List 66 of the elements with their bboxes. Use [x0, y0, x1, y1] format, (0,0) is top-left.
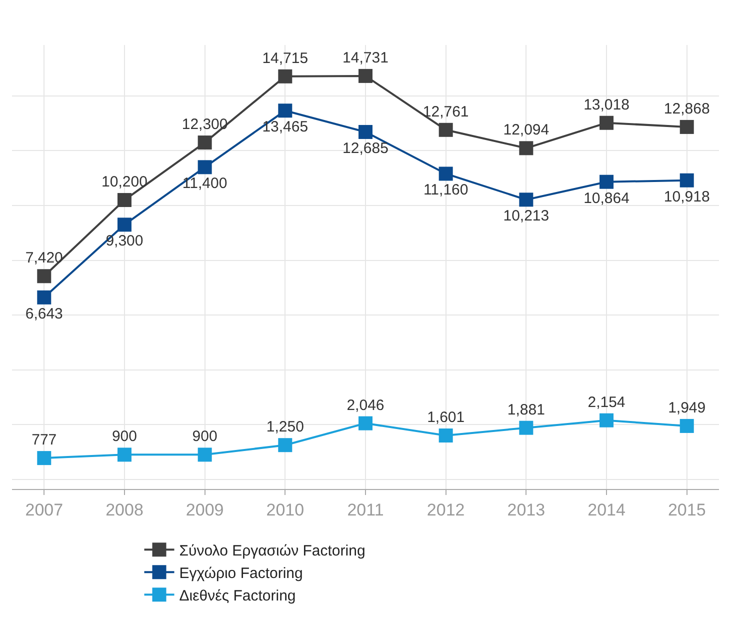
data-label: 14,715: [262, 50, 308, 67]
point: [198, 136, 212, 150]
data-label: 11,160: [423, 182, 468, 199]
data-label: 900: [192, 428, 218, 446]
data-label: 1,250: [266, 418, 304, 436]
x-tick-label: 2009: [186, 500, 224, 520]
point: [358, 124, 372, 139]
point: [37, 269, 52, 284]
point: [600, 413, 614, 428]
point: [278, 104, 292, 118]
point: [117, 193, 132, 208]
data-label: 10,864: [584, 190, 630, 207]
data-label: 9,300: [106, 232, 144, 250]
data-label: 1,601: [427, 408, 465, 426]
x-tick-label: 2010: [266, 500, 304, 520]
data-label: 777: [32, 432, 57, 449]
data-label: 10,918: [664, 188, 710, 206]
point: [278, 69, 292, 84]
data-label: 14,731: [342, 49, 388, 66]
legend-label: Σύνολο Εργασιών Factoring: [179, 542, 366, 560]
data-label: 10,213: [503, 208, 550, 225]
data-label: 13,465: [262, 118, 308, 136]
x-tick-label: 2008: [106, 500, 144, 520]
data-label: 6,643: [25, 305, 63, 322]
point: [37, 451, 52, 466]
data-label: 1,949: [668, 399, 706, 416]
point: [600, 174, 614, 189]
data-label: 2,046: [346, 396, 384, 414]
point: [680, 173, 694, 188]
data-label: 13,018: [584, 96, 630, 114]
point: [117, 448, 132, 462]
point: [519, 192, 534, 207]
point: [438, 166, 453, 181]
x-tick-label: 2007: [25, 500, 64, 520]
data-label: 12,685: [342, 140, 388, 157]
x-tick-label: 2014: [588, 500, 626, 520]
point: [37, 290, 52, 304]
data-label: 10,200: [102, 174, 148, 191]
point: [358, 416, 372, 430]
data-label: 2,154: [588, 394, 626, 411]
point: [600, 116, 614, 130]
point: [680, 120, 694, 134]
x-tick-label: 2011: [347, 500, 384, 520]
data-label: 7,420: [25, 250, 63, 267]
point: [438, 122, 453, 137]
data-label: 1,881: [507, 401, 545, 418]
data-label: 900: [112, 428, 137, 446]
x-tick-label: 2015: [668, 500, 706, 520]
data-label: 12,868: [664, 100, 710, 118]
point: [680, 418, 694, 433]
point: [117, 218, 132, 232]
point: [198, 160, 212, 174]
x-tick-label: 2012: [426, 500, 465, 520]
point: [278, 438, 292, 452]
point: [519, 420, 534, 435]
point: [198, 448, 212, 462]
point: [519, 141, 534, 156]
legend-label: Εγχώριο Factoring: [179, 565, 303, 582]
data-label: 11,400: [182, 175, 228, 192]
point: [438, 428, 453, 442]
legend-label: Διεθνές Factoring: [179, 588, 296, 604]
point: [358, 68, 372, 83]
data-label: 12,300: [182, 116, 228, 134]
x-tick-label: 2013: [507, 500, 546, 520]
data-label: 12,094: [503, 122, 550, 139]
data-label: 12,761: [422, 103, 469, 120]
